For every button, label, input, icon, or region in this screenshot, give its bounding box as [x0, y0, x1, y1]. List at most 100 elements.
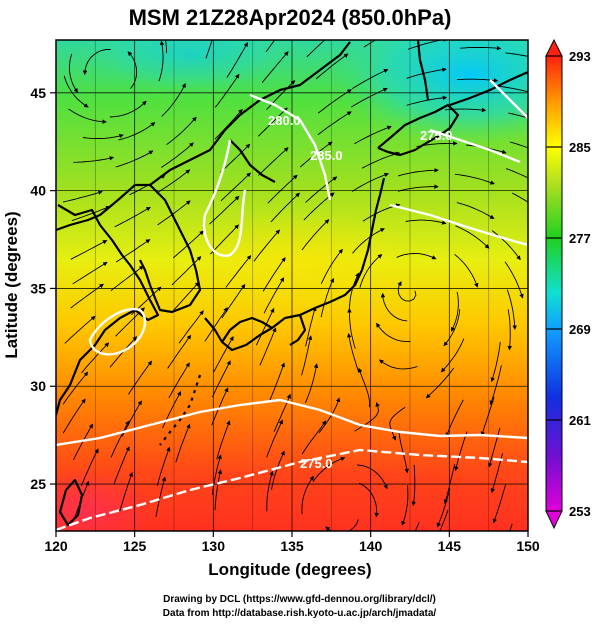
streamline [351, 69, 389, 90]
streamline [214, 108, 243, 140]
streamline [511, 192, 528, 203]
colorbar-tick-label: 277 [569, 231, 591, 246]
streamline [509, 141, 528, 149]
streamline [414, 522, 420, 531]
streamline [508, 112, 528, 119]
streamline [397, 184, 439, 192]
streamline [305, 363, 319, 403]
streamline [72, 261, 108, 285]
streamline [165, 40, 168, 54]
streamline [220, 143, 251, 173]
colorbar-max-arrow [545, 38, 563, 57]
colorbar-tick-label: 261 [569, 413, 591, 428]
streamline [315, 53, 349, 80]
streamline [82, 133, 124, 139]
streamline [205, 40, 213, 59]
streamline [397, 168, 439, 177]
streamline [411, 464, 417, 507]
streamline [306, 40, 326, 58]
streamline [450, 291, 459, 332]
streamline [158, 40, 165, 82]
streamline [443, 463, 456, 505]
streamline [211, 360, 231, 398]
streamline [351, 87, 388, 108]
streamline [460, 45, 502, 51]
streamline [178, 310, 204, 344]
coastlines [56, 40, 528, 527]
colorbar-tick-label: 285 [569, 140, 591, 155]
contour-label: 275.0 [420, 128, 453, 143]
streamline [266, 419, 283, 458]
streamline [440, 338, 465, 373]
streamline [361, 151, 401, 169]
streamline [204, 307, 228, 342]
map-title: MSM 21Z28Apr2024 (850.0hPa) [129, 5, 452, 30]
streamline [301, 475, 314, 515]
streamline [301, 420, 327, 455]
streamline [214, 73, 240, 108]
streamline [175, 423, 191, 463]
streamline [506, 289, 517, 330]
y-tick-label: 30 [30, 378, 46, 394]
streamline [389, 406, 406, 441]
streamline [214, 469, 223, 511]
streamline [253, 229, 280, 262]
streamline [62, 398, 86, 434]
streamline [166, 116, 197, 146]
streamline [119, 471, 133, 512]
streamline [490, 341, 501, 383]
streamline [70, 240, 108, 260]
contour-label: 275.0 [300, 456, 333, 471]
streamline [320, 277, 334, 318]
streamline [171, 256, 202, 286]
streamline [488, 427, 501, 468]
streamline [109, 100, 147, 118]
streamline [492, 483, 507, 524]
streamline [405, 219, 447, 225]
streamline [210, 224, 240, 255]
streamline [454, 253, 479, 288]
streamline [213, 336, 234, 373]
streamline [171, 281, 200, 313]
x-axis: 120 125 130 135 140 145 150 [44, 531, 540, 554]
streamline [305, 306, 317, 347]
contour-label: 280.0 [268, 113, 301, 128]
streamline [406, 95, 448, 106]
x-tick-label: 135 [280, 538, 304, 554]
streamline [113, 446, 130, 485]
streamline [348, 272, 360, 313]
streamline [301, 335, 313, 376]
streamline [301, 219, 330, 251]
streamline [436, 488, 451, 528]
streamline [156, 169, 191, 194]
streamline [209, 195, 240, 225]
streamline [226, 42, 248, 78]
streamline [504, 261, 524, 299]
x-tick-label: 140 [359, 538, 383, 554]
streamline [71, 205, 111, 222]
x-tick-label: 125 [123, 538, 147, 554]
y-tick-label: 35 [30, 280, 46, 296]
colorbar-tick-label: 269 [569, 322, 591, 337]
contour-labels: 275.0 275.0 280.0 285.0 [268, 113, 453, 471]
x-tick-label: 150 [516, 538, 540, 554]
streamline [351, 172, 390, 192]
streamline [68, 108, 107, 124]
streamline [354, 125, 392, 145]
colorbar: 253 261 269 277 285 293 [545, 38, 591, 530]
streamline [258, 147, 289, 176]
streamline [167, 334, 192, 369]
streamline [317, 89, 352, 114]
streamline [354, 401, 380, 432]
y-tick-label: 40 [30, 183, 46, 199]
streamline [425, 367, 455, 399]
streamline [110, 265, 144, 291]
streamline [262, 257, 286, 292]
streamline [358, 482, 379, 518]
streamline [225, 255, 252, 288]
streamline [406, 67, 447, 79]
streamline [454, 173, 495, 185]
streamline [73, 156, 115, 163]
x-axis-label: Longitude (degrees) [208, 560, 371, 579]
